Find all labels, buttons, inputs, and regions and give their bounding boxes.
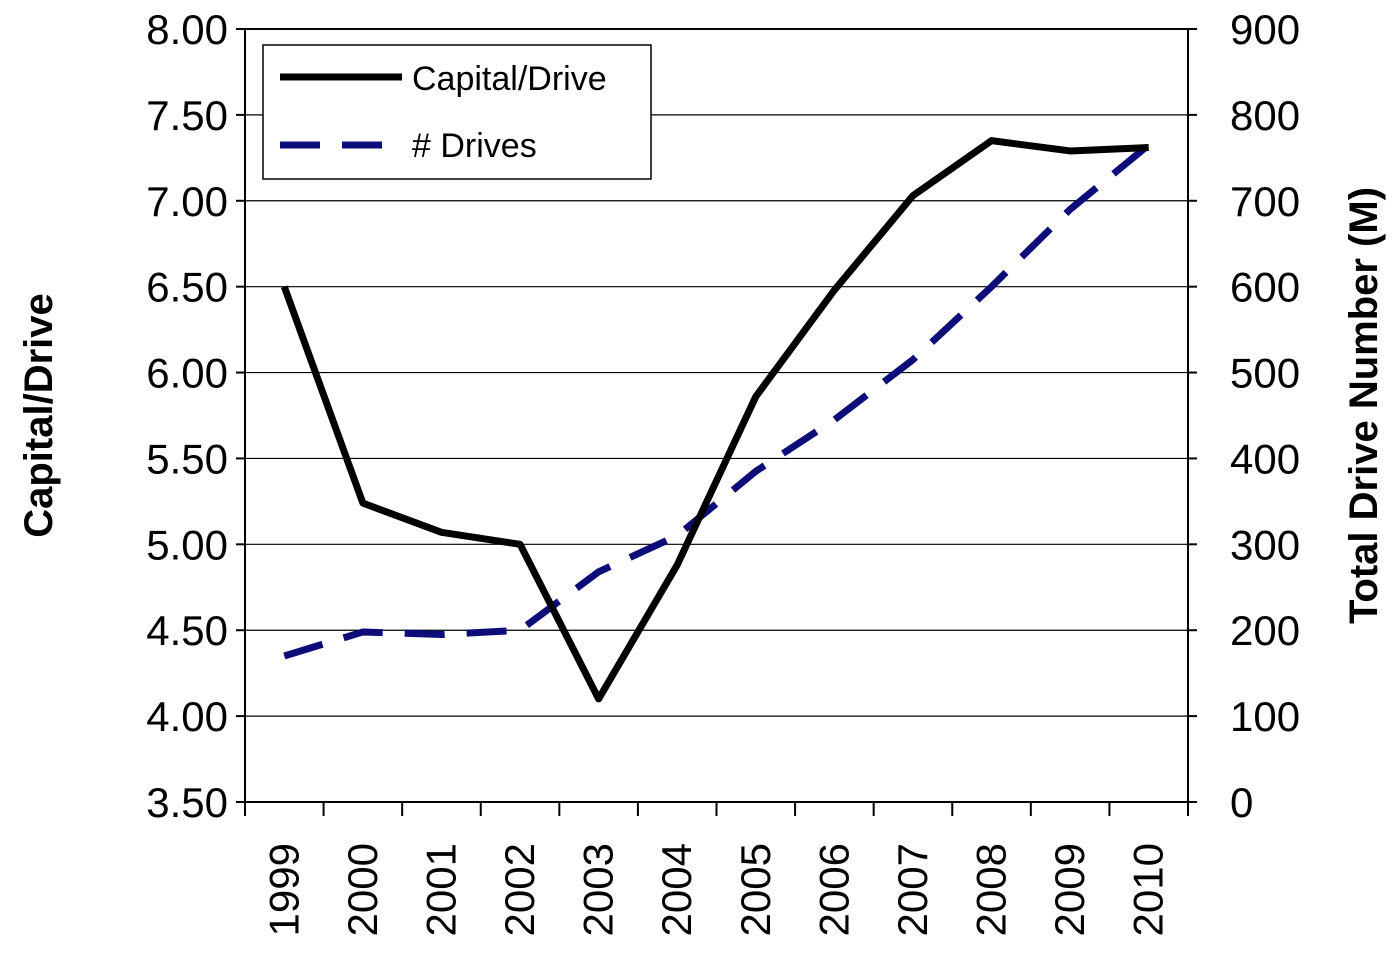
x-tick-label: 2008 [968, 843, 1015, 936]
y-tick-label-left: 5.00 [146, 521, 228, 568]
gridlines [245, 114, 1188, 717]
y-tick-label-right: 600 [1230, 264, 1300, 311]
y-tick-label-left: 8.00 [146, 6, 228, 53]
y-tick-label-right: 500 [1230, 350, 1300, 397]
y-tick-label-right: 700 [1230, 178, 1300, 225]
y-tick-label-left: 6.00 [146, 350, 228, 397]
x-tick-label: 2000 [339, 843, 386, 936]
series-layer [281, 137, 1151, 703]
x-tick-label: 2003 [575, 843, 622, 936]
x-tick-label: 2001 [417, 843, 464, 936]
y-tick-label-right: 900 [1230, 6, 1300, 53]
y-tick-label-left: 7.50 [146, 92, 228, 139]
legend: Capital/Drive # Drives [262, 44, 652, 180]
right-axis: 0 100 200 300 400 500 600 700 800 900 [1188, 6, 1300, 826]
legend-label-drives: # Drives [412, 127, 537, 165]
y-tick-label-right: 0 [1230, 779, 1253, 826]
x-tick-label: 2006 [810, 843, 857, 936]
x-tick-label: 2002 [496, 843, 543, 936]
y-tick-label-right: 100 [1230, 693, 1300, 740]
left-axis: 3.50 4.00 4.50 5.00 5.50 6.00 6.50 7.00 7.50 8.00 [146, 6, 245, 826]
x-tick-label: 2004 [653, 843, 700, 936]
y-tick-label-right: 300 [1230, 521, 1300, 568]
y-tick-label-right: 800 [1230, 92, 1300, 139]
series-line-drives [283, 142, 1151, 660]
y-axis-title-right: Total Drive Number (M) [1342, 187, 1386, 624]
y-tick-label-right: 200 [1230, 607, 1300, 654]
y-tick-label-left: 6.50 [146, 264, 228, 311]
series-line-capital-drive [281, 137, 1149, 703]
y-tick-label-left: 4.50 [146, 607, 228, 654]
y-tick-label-left: 5.50 [146, 435, 228, 482]
x-tick-label: 2007 [889, 843, 936, 936]
x-tick-label: 2010 [1125, 843, 1172, 936]
x-tick-label: 2005 [732, 843, 779, 936]
y-tick-label-left: 4.00 [146, 693, 228, 740]
x-tick-label: 1999 [260, 843, 307, 936]
legend-label-capital-drive: Capital/Drive [412, 60, 607, 98]
legend-box [262, 44, 652, 180]
y-axis-title-left: Capital/Drive [17, 293, 61, 538]
y-tick-label-right: 400 [1230, 435, 1300, 482]
x-tick-label: 2009 [1046, 843, 1093, 936]
y-tick-label-left: 7.00 [146, 178, 228, 225]
y-tick-label-left: 3.50 [146, 779, 228, 826]
x-axis: 1999 2000 2001 2002 2003 2004 2005 2006 2007 2008… [244, 802, 1189, 936]
